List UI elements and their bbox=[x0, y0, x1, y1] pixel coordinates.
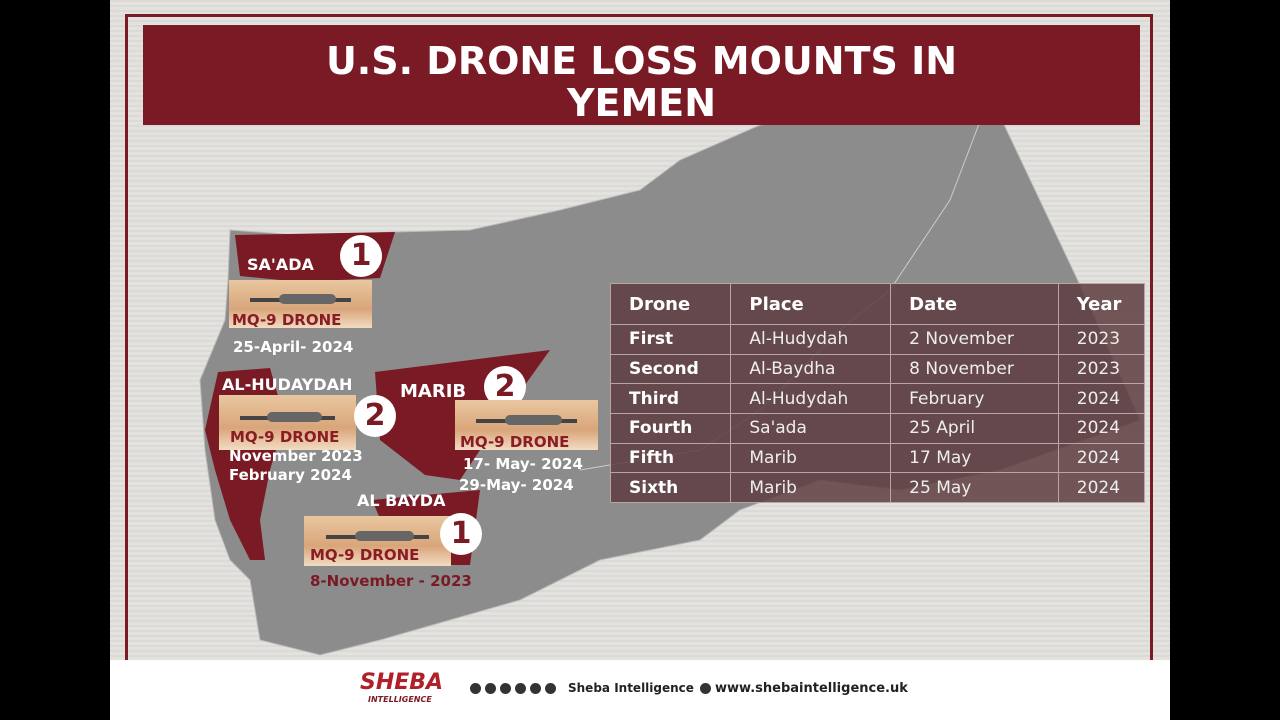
column-header: Drone bbox=[609, 283, 732, 325]
count-badge: 2 bbox=[354, 395, 396, 437]
drone-image bbox=[304, 516, 451, 566]
table-cell: 2 November bbox=[890, 324, 1059, 355]
table-cell: Third bbox=[609, 383, 732, 414]
table-cell: 25 April bbox=[890, 412, 1059, 444]
date: 25-April- 2024 bbox=[233, 338, 354, 356]
table-row: Third Al-Hudydah February 2024 bbox=[609, 383, 1146, 414]
icon[interactable] bbox=[530, 683, 541, 694]
icon[interactable] bbox=[485, 683, 496, 694]
table-cell: 8 November bbox=[890, 353, 1059, 385]
icon bbox=[700, 683, 711, 694]
date: February 2024 bbox=[229, 466, 352, 484]
icon[interactable] bbox=[515, 683, 526, 694]
table-cell: 2023 bbox=[1057, 324, 1146, 355]
drone-image bbox=[455, 400, 598, 450]
drone-label: MQ-9 DRONE bbox=[230, 428, 340, 446]
drone-label: MQ-9 DRONE bbox=[460, 433, 570, 451]
table-cell: Sixth bbox=[609, 472, 732, 503]
brand: SHEBA bbox=[360, 670, 444, 695]
drone-label: MQ-9 DRONE bbox=[232, 311, 342, 329]
table-cell: Marib bbox=[730, 442, 892, 474]
table-cell: Sa'ada bbox=[730, 412, 892, 444]
table-cell: Al-Hudydah bbox=[730, 383, 892, 414]
drone-label: MQ-9 DRONE bbox=[310, 546, 420, 564]
table-cell: First bbox=[609, 324, 732, 355]
icon[interactable] bbox=[500, 683, 511, 694]
table-cell: 25 May bbox=[890, 472, 1059, 503]
date: 29-May- 2024 bbox=[459, 476, 574, 494]
table-row: Sixth Marib 25 May 2024 bbox=[609, 472, 1146, 503]
table-cell: Marib bbox=[730, 472, 892, 503]
infographic: U.S. DRONE LOSS MOUNTS IN YEMEN SA'ADA 1… bbox=[110, 0, 1170, 720]
table-cell: Second bbox=[609, 353, 732, 385]
loss-table: Drone Place Date Year First Al-Hudydah 2 Novem… bbox=[609, 283, 1146, 503]
social-name: Sheba Intelligence bbox=[568, 681, 694, 695]
column-header: Date bbox=[890, 283, 1059, 325]
region-name: SA'ADA bbox=[247, 255, 314, 274]
brand-sub: INTELLIGENCE bbox=[368, 695, 432, 704]
title: U.S. DRONE LOSS MOUNTS IN YEMEN bbox=[325, 39, 958, 125]
table-row: Fifth Marib 17 May 2024 bbox=[609, 442, 1146, 474]
region-name: AL BAYDA bbox=[357, 491, 446, 510]
table-row: Second Al-Baydha 8 November 2023 bbox=[609, 353, 1146, 385]
column-header: Year bbox=[1057, 283, 1146, 325]
table-cell: 2024 bbox=[1057, 383, 1146, 414]
table-cell: Fifth bbox=[609, 442, 732, 474]
website[interactable]: www.shebaintelligence.uk bbox=[715, 681, 908, 696]
table-cell: 2024 bbox=[1057, 442, 1146, 474]
table-cell: February bbox=[890, 383, 1059, 414]
title-banner: U.S. DRONE LOSS MOUNTS IN YEMEN bbox=[143, 25, 1140, 125]
icon[interactable] bbox=[545, 683, 556, 694]
table-cell: 2024 bbox=[1057, 472, 1146, 503]
count-badge: 1 bbox=[440, 513, 482, 555]
table-cell: 2023 bbox=[1057, 353, 1146, 385]
table-cell: Fourth bbox=[609, 412, 732, 444]
table-row: Fourth Sa'ada 25 April 2024 bbox=[609, 412, 1146, 444]
table-cell: 17 May bbox=[890, 442, 1059, 474]
table-cell: Al-Hudydah bbox=[730, 324, 892, 355]
drone-image bbox=[219, 395, 356, 450]
footer: SHEBA INTELLIGENCE Sheba Intelligence ww… bbox=[110, 660, 1170, 720]
count-badge: 1 bbox=[340, 235, 382, 277]
drone-image bbox=[229, 280, 372, 328]
region-name: AL-HUDAYDAH bbox=[222, 375, 353, 394]
icon[interactable] bbox=[470, 683, 481, 694]
column-header: Place bbox=[730, 283, 892, 325]
date: 17- May- 2024 bbox=[463, 455, 583, 473]
table-cell: Al-Baydha bbox=[730, 353, 892, 385]
header-row: Drone Place Date Year bbox=[609, 283, 1146, 325]
date: November 2023 bbox=[229, 447, 363, 465]
table-row: First Al-Hudydah 2 November 2023 bbox=[609, 324, 1146, 355]
table-cell: 2024 bbox=[1057, 412, 1146, 444]
region-name: MARIB bbox=[400, 381, 467, 402]
date: 8-November - 2023 bbox=[310, 572, 472, 590]
